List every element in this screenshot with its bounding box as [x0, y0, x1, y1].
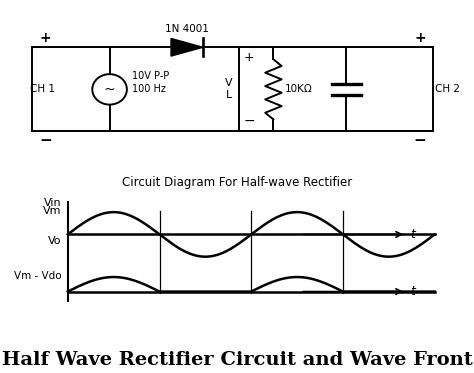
Text: +: + [414, 31, 426, 45]
Text: −: − [244, 113, 255, 128]
Text: Circuit Diagram For Half-wave Rectifier: Circuit Diagram For Half-wave Rectifier [122, 176, 352, 189]
Text: CH 2: CH 2 [435, 84, 460, 94]
Text: −: − [39, 134, 52, 148]
Text: −: − [413, 134, 426, 148]
Text: ~: ~ [104, 82, 115, 96]
Text: Half Wave Rectifier Circuit and Wave Front: Half Wave Rectifier Circuit and Wave Fro… [1, 351, 473, 369]
Text: 10V P-P
100 Hz: 10V P-P 100 Hz [132, 70, 170, 94]
Text: t: t [410, 285, 415, 298]
Polygon shape [171, 38, 203, 56]
Text: +: + [244, 51, 255, 64]
Text: Vm: Vm [43, 206, 62, 216]
Text: Vin: Vin [44, 198, 62, 209]
Text: Vm - Vdo: Vm - Vdo [14, 271, 62, 281]
Text: Vo: Vo [48, 236, 62, 246]
Text: t: t [410, 228, 415, 241]
Text: 1N 4001: 1N 4001 [165, 25, 209, 34]
Text: 10KΩ: 10KΩ [285, 84, 312, 94]
Text: +: + [39, 31, 51, 45]
Text: V: V [225, 78, 232, 88]
Text: L: L [226, 90, 232, 100]
Text: CH 1: CH 1 [30, 84, 55, 94]
